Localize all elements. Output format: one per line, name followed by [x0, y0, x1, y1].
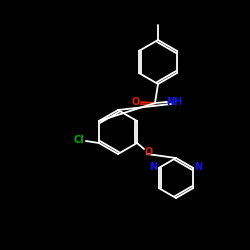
Text: Cl: Cl: [74, 135, 84, 145]
Text: NH: NH: [166, 97, 182, 107]
Text: N: N: [194, 162, 202, 172]
Text: O: O: [145, 147, 153, 157]
Text: N: N: [150, 162, 158, 172]
Text: O: O: [132, 97, 140, 107]
